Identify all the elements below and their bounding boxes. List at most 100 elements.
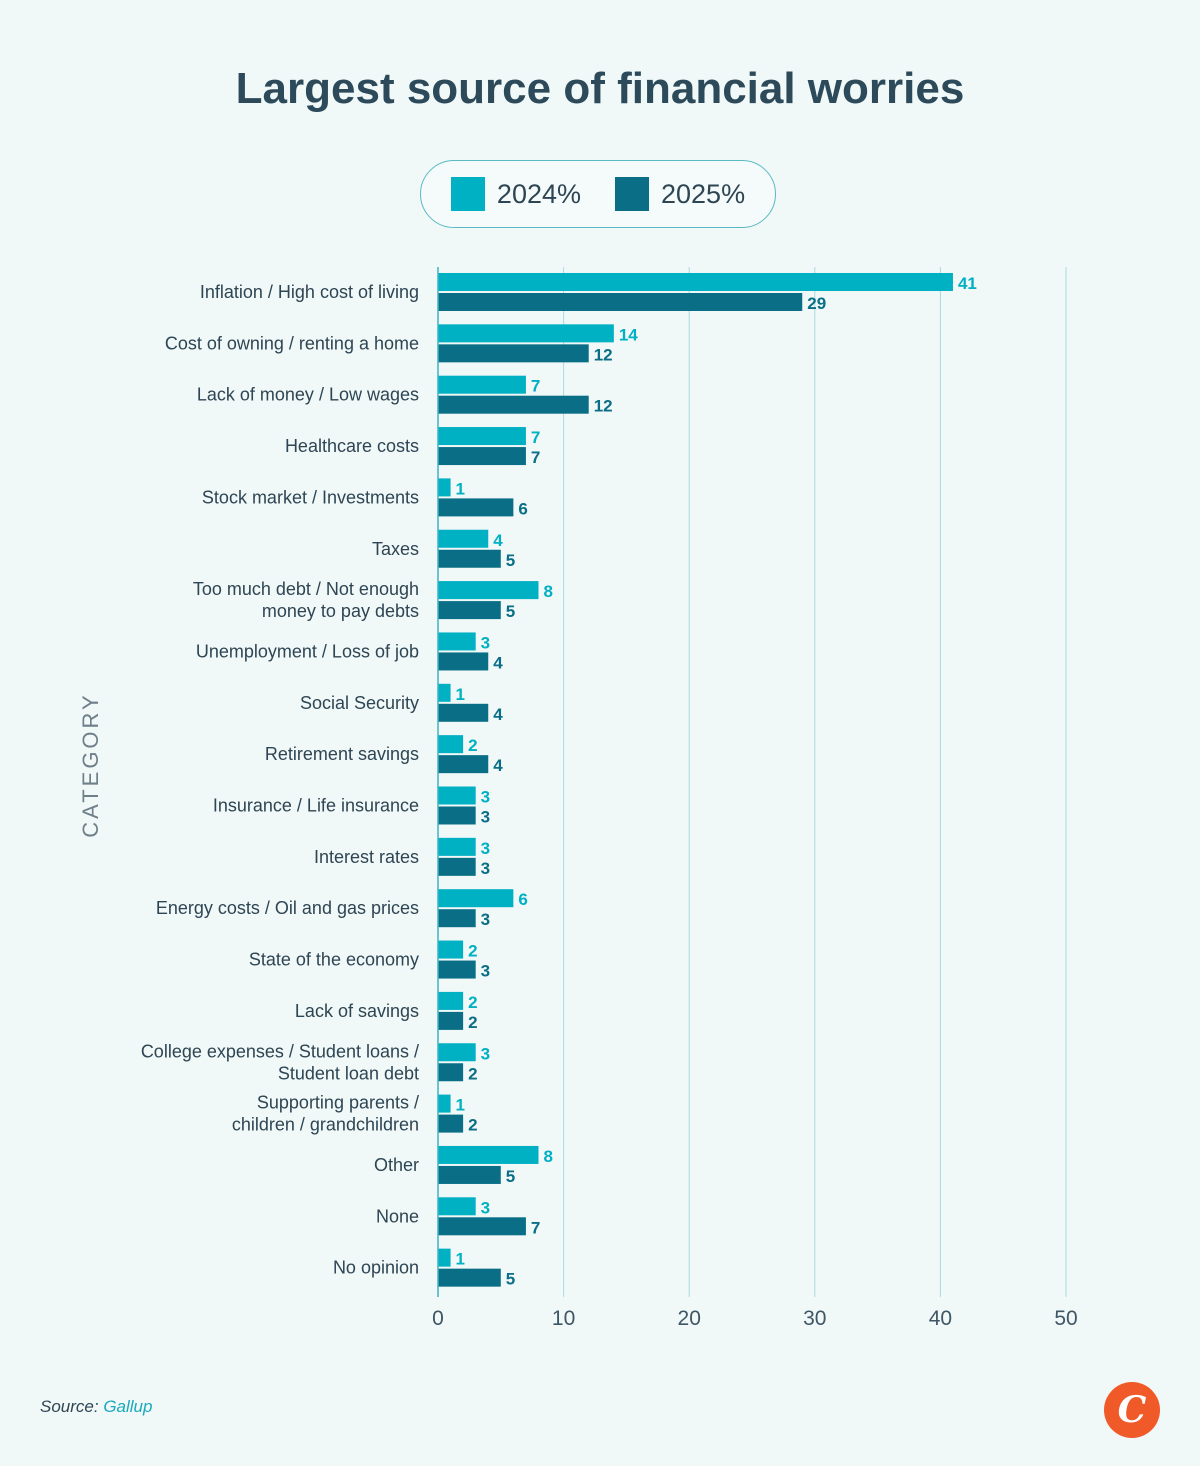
data-label-2025: 3 (481, 962, 490, 981)
bar-2024 (438, 837, 476, 856)
data-label-2024: 2 (468, 736, 477, 755)
data-label-2024: 3 (481, 839, 490, 858)
source-link[interactable]: Gallup (103, 1397, 153, 1416)
category-label: State of the economy (249, 950, 419, 970)
category-label: children / grandchildren (232, 1115, 419, 1135)
data-label-2025: 6 (518, 499, 527, 518)
chart-title: Largest source of financial worries (235, 64, 965, 113)
bar-2024 (438, 786, 476, 805)
category-label: money to pay debts (262, 601, 419, 621)
category-label: None (376, 1206, 419, 1226)
data-label-2024: 3 (481, 1044, 490, 1063)
legend: 2024% 2025% (420, 160, 776, 228)
data-label-2025: 7 (531, 448, 540, 467)
bar-2024 (438, 427, 526, 446)
bar-2024 (438, 581, 539, 600)
legend-label-2024: 2024% (496, 178, 581, 209)
x-tick-label-0: 0 (432, 1307, 444, 1330)
category-label: Taxes (372, 539, 419, 559)
category-label: Inflation / High cost of living (200, 282, 419, 302)
bar-2024 (438, 478, 451, 497)
bar-2024 (438, 889, 514, 908)
x-tick-label-50: 50 (1054, 1307, 1077, 1330)
data-label-2024: 14 (619, 325, 638, 344)
legend-item-2024: 2024% (450, 177, 581, 211)
data-label-2025: 5 (506, 602, 515, 621)
bar-2025 (438, 549, 501, 568)
bar-2025 (438, 498, 514, 517)
bar-2024 (438, 991, 464, 1010)
bar-2024 (438, 324, 614, 343)
data-label-2025: 3 (481, 910, 490, 929)
data-label-2025: 12 (594, 345, 613, 364)
data-label-2024: 2 (468, 942, 477, 961)
data-label-2024: 1 (456, 685, 465, 704)
legend-label-2025: 2025% (661, 178, 746, 209)
data-label-2024: 3 (481, 633, 490, 652)
data-label-2025: 2 (468, 1116, 477, 1135)
bar-2025 (438, 447, 526, 466)
bar-2025 (438, 1114, 464, 1133)
data-label-2025: 5 (506, 1167, 515, 1186)
category-label: Other (374, 1155, 419, 1175)
bar-2024 (438, 1145, 539, 1164)
bar-2025 (438, 652, 489, 671)
bar-2024 (438, 632, 476, 651)
brand-logo: C (1104, 1382, 1160, 1438)
bar-2025 (438, 1011, 464, 1030)
category-label: Healthcare costs (285, 436, 419, 456)
bar-2024 (438, 273, 953, 291)
data-label-2025: 4 (493, 653, 503, 672)
bar-2025 (438, 960, 476, 979)
data-label-2024: 3 (481, 788, 490, 807)
x-tick-label-30: 30 (803, 1307, 826, 1330)
x-tick-label-20: 20 (678, 1307, 701, 1330)
data-label-2025: 5 (506, 1270, 515, 1289)
category-label: Retirement savings (265, 744, 419, 764)
bar-2025 (438, 601, 501, 620)
category-label: Supporting parents / (257, 1093, 419, 1113)
legend-swatch-2025 (615, 177, 649, 211)
bar-2025 (438, 1217, 526, 1236)
bar-2025 (438, 1268, 501, 1287)
bar-2024 (438, 683, 451, 702)
bar-2025 (438, 293, 803, 311)
bar-2024 (438, 735, 464, 754)
category-label: No opinion (333, 1258, 419, 1278)
category-label: Student loan debt (278, 1063, 419, 1083)
data-label-2024: 2 (468, 993, 477, 1012)
data-label-2024: 8 (543, 582, 552, 601)
data-label-2025: 29 (807, 294, 826, 313)
data-label-2024: 1 (456, 1096, 465, 1115)
category-label: Insurance / Life insurance (213, 796, 419, 816)
bar-2024 (438, 940, 464, 959)
category-label: Lack of savings (295, 1001, 419, 1021)
bar-2024 (438, 1043, 476, 1062)
bar-2025 (438, 909, 476, 928)
x-tick-label-10: 10 (552, 1307, 575, 1330)
category-label: Interest rates (314, 847, 419, 867)
bar-2025 (438, 755, 489, 774)
data-label-2025: 4 (493, 756, 503, 775)
category-label: Unemployment / Loss of job (196, 641, 419, 661)
data-label-2024: 1 (456, 479, 465, 498)
category-label: Social Security (300, 693, 419, 713)
bar-2025 (438, 344, 589, 363)
data-label-2024: 8 (543, 1147, 552, 1166)
bar-2024 (438, 529, 489, 548)
category-label: Too much debt / Not enough (193, 579, 419, 599)
data-label-2024: 3 (481, 1198, 490, 1217)
category-label: Lack of money / Low wages (197, 385, 419, 405)
bar-2025 (438, 1063, 464, 1082)
category-label: College expenses / Student loans / (141, 1041, 419, 1061)
data-label-2024: 41 (958, 274, 977, 293)
bar-2025 (438, 703, 489, 722)
data-label-2024: 6 (518, 890, 527, 909)
data-label-2024: 7 (531, 377, 540, 396)
category-label: Energy costs / Oil and gas prices (156, 898, 419, 918)
data-label-2025: 7 (531, 1218, 540, 1237)
legend-swatch-2024 (450, 177, 485, 211)
x-tick-label-40: 40 (929, 1307, 952, 1330)
bar-2024 (438, 1197, 476, 1216)
